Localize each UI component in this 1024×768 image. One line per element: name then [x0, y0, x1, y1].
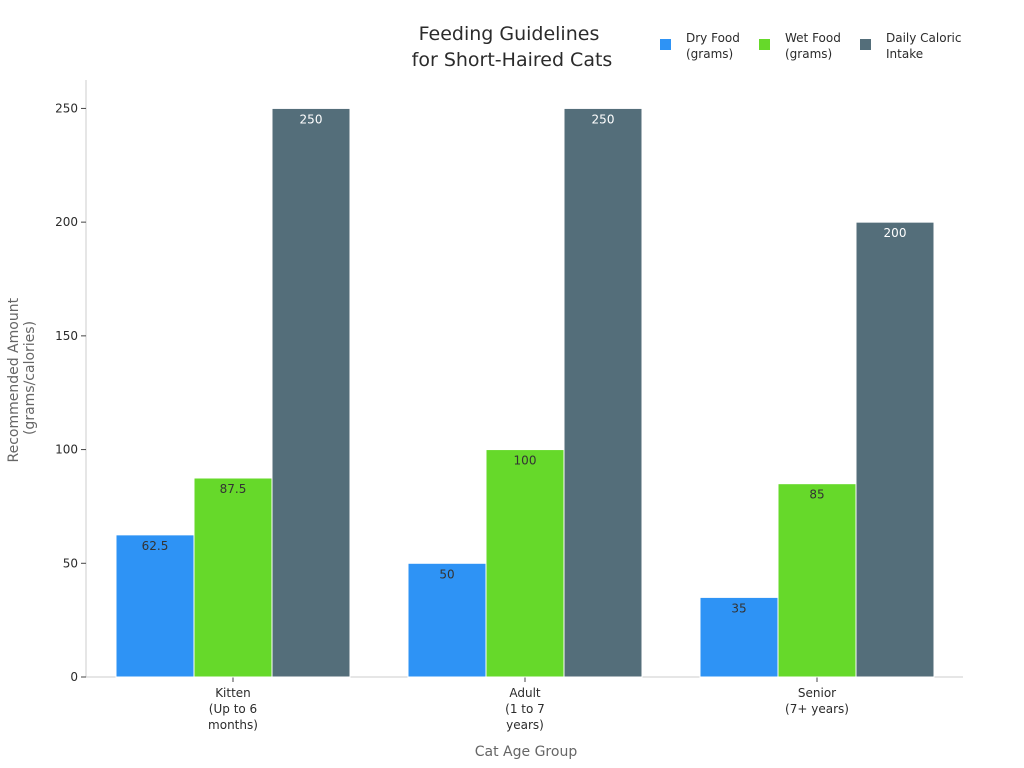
legend-label-line: Wet Food [785, 31, 841, 45]
x-tick-label: Kitten (Up to 6 months) [208, 686, 258, 732]
x-tick-label: Adult (1 to 7 years) [505, 686, 545, 732]
x-tick-label-line: (Up to 6 [209, 702, 257, 716]
y-tick-label: 50 [63, 556, 78, 570]
legend-swatch [860, 39, 871, 50]
bar-value-label: 200 [884, 226, 907, 240]
y-tick-label: 250 [55, 101, 78, 115]
bar [193, 477, 273, 678]
legend-label: Wet Food (grams) [785, 31, 841, 61]
legend-label-line: Daily Caloric [886, 31, 961, 45]
chart-title-line-1: Feeding Guidelines [419, 23, 600, 45]
legend-swatch [759, 39, 770, 50]
y-tick-label: 200 [55, 215, 78, 229]
bar [855, 221, 935, 678]
bar-value-label: 100 [514, 454, 537, 468]
x-tick-label: Senior (7+ years) [785, 686, 849, 716]
bar-value-label: 50 [439, 567, 454, 581]
y-tick-label: 150 [55, 329, 78, 343]
legend-label: Dry Food (grams) [686, 31, 740, 61]
legend: Dry Food (grams) Wet Food (grams) Daily Calo… [660, 31, 961, 61]
legend-label-line: Intake [886, 47, 923, 61]
legend-label-line: (grams) [785, 47, 832, 61]
bar [271, 107, 351, 678]
legend-label-line: (grams) [686, 47, 733, 61]
bar [777, 483, 857, 678]
bar-value-label: 250 [300, 112, 323, 126]
axes: 0 50 100 150 200 250 Kitten (Up to 6 months) Adul… [55, 80, 963, 732]
bar-labels: 62.5 50 35 87.5 100 85 250 250 200 [142, 112, 907, 615]
x-tick-label-line: (7+ years) [785, 702, 849, 716]
bars [115, 107, 935, 678]
x-tick-label-line: years) [506, 718, 544, 732]
legend-label: Daily Caloric Intake [886, 31, 961, 61]
x-tick-label-line: Adult [509, 686, 541, 700]
bar-value-label: 35 [731, 601, 746, 615]
chart-title: Feeding Guidelines for Short-Haired Cats [412, 23, 613, 71]
x-tick-label-line: (1 to 7 [505, 702, 545, 716]
bar [563, 107, 643, 678]
x-tick-label-line: months) [208, 718, 258, 732]
chart-title-line-2: for Short-Haired Cats [412, 49, 613, 71]
y-axis-title: Recommended Amount (grams/calories) [6, 293, 38, 462]
x-tick-label-line: Senior [798, 686, 836, 700]
bar-value-label: 62.5 [142, 539, 169, 553]
bar-value-label: 87.5 [220, 482, 247, 496]
y-tick-label: 100 [55, 443, 78, 457]
y-axis-title-line-2: (grams/calories) [22, 321, 38, 435]
x-axis-title: Cat Age Group [475, 744, 578, 760]
y-axis-title-line-1: Recommended Amount [6, 297, 22, 462]
bar [115, 534, 195, 678]
bar [485, 449, 565, 678]
y-tick-label: 0 [70, 670, 78, 684]
legend-label-line: Dry Food [686, 31, 740, 45]
x-tick-label-line: Kitten [215, 686, 251, 700]
legend-swatch [660, 39, 671, 50]
bar-value-label: 85 [809, 488, 824, 502]
bar-value-label: 250 [592, 112, 615, 126]
